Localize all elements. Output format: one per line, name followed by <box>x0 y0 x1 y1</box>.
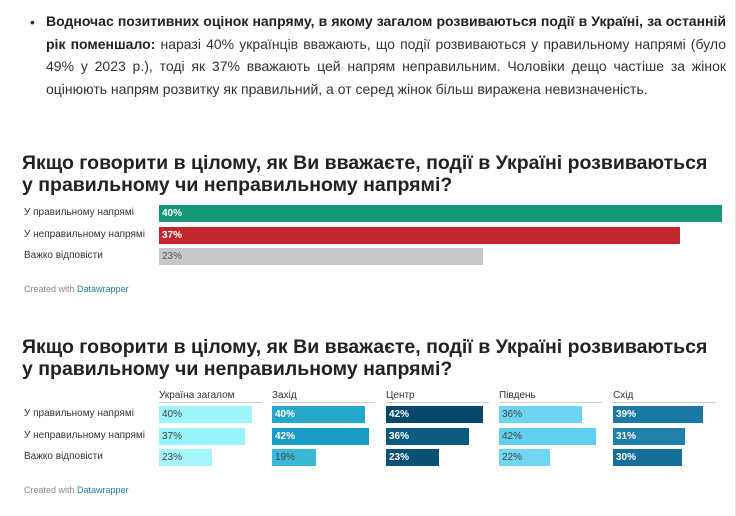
chart1-title: Якщо говорити в цілому, як Ви вважаєте, … <box>22 152 708 196</box>
chart2-bar-value: 42% <box>389 409 410 420</box>
chart2-column-header: Україна загалом <box>159 390 235 401</box>
chart2-bar-value: 42% <box>275 431 296 442</box>
chart2-row-label: У правильному напрямі <box>24 408 134 419</box>
credit-link[interactable]: Datawrapper <box>77 485 129 495</box>
credit-prefix: Created with <box>24 284 78 294</box>
chart2-bar-value: 40% <box>162 409 183 420</box>
chart2-column-divider <box>386 402 489 403</box>
chart2-column-divider <box>159 402 262 403</box>
chart2-bar-value: 40% <box>275 409 296 420</box>
chart2-credit: Created with Datawrapper <box>24 485 129 495</box>
chart2-column-header: Центр <box>386 390 415 401</box>
chart2-column-divider <box>613 402 716 403</box>
chart2-bar <box>159 428 245 445</box>
intro-text: наразі 40% українців вважають, що події … <box>46 35 726 97</box>
chart2-bar <box>499 449 550 466</box>
chart2-bar <box>386 406 483 423</box>
chart2-bar <box>613 449 682 466</box>
chart1-bar <box>159 205 722 222</box>
chart1-bar-value: 40% <box>162 208 183 219</box>
chart2-bar-value: 36% <box>502 409 523 420</box>
chart2-bar-value: 19% <box>275 452 296 463</box>
chart2-row-label: У неправильному напрямі <box>24 430 146 441</box>
chart2-column-header: Схід <box>613 390 634 401</box>
credit-prefix: Created with <box>24 485 78 495</box>
chart1-bar <box>159 227 680 244</box>
chart2-bar-value: 37% <box>162 431 183 442</box>
intro-bold: Водночас позитивних оцінок напряму, в як… <box>46 13 726 52</box>
bullet-icon: • <box>30 14 35 30</box>
chart1-bar-value: 23% <box>162 251 183 262</box>
chart2-column-divider <box>272 402 375 403</box>
chart1-credit: Created with Datawrapper <box>24 284 129 294</box>
chart1-row-label: Важко відповісти <box>24 250 103 261</box>
chart2-bar-value: 30% <box>616 452 637 463</box>
chart2-bar <box>159 406 252 423</box>
chart1-row-label: У неправильному напрямі <box>24 229 146 240</box>
chart2-title: Якщо говорити в цілому, як Ви вважаєте, … <box>22 336 708 380</box>
chart2-column-divider <box>499 402 602 403</box>
chart2-row-label: Важко відповісти <box>24 451 103 462</box>
intro-paragraph: • Водночас позитивних оцінок напряму, в я… <box>30 10 726 100</box>
chart2-bar <box>386 428 469 445</box>
chart2-bar-value: 42% <box>502 431 523 442</box>
chart2-column-header: Захід <box>272 390 297 401</box>
chart2-bar <box>386 449 439 466</box>
chart2-bar-value: 22% <box>502 452 523 463</box>
chart2-bar-value: 23% <box>389 452 410 463</box>
chart2-bar <box>272 428 369 445</box>
chart1-row-label: У правильному напрямі <box>24 207 134 218</box>
chart2-bar <box>499 406 582 423</box>
chart2-bar <box>272 406 365 423</box>
chart2-bar-value: 39% <box>616 409 637 420</box>
chart2-bar-value: 23% <box>162 452 183 463</box>
chart2-bar <box>499 428 596 445</box>
chart2-bar <box>613 428 685 445</box>
chart2-bar <box>613 406 703 423</box>
chart2-bar <box>272 449 316 466</box>
chart1-bar-value: 37% <box>162 230 183 241</box>
chart2-bar-value: 36% <box>389 431 410 442</box>
credit-link[interactable]: Datawrapper <box>77 284 129 294</box>
chart1-bar <box>159 248 483 265</box>
chart2-bar <box>159 449 212 466</box>
chart2-bar-value: 31% <box>616 431 637 442</box>
chart2-column-header: Південь <box>499 390 536 401</box>
